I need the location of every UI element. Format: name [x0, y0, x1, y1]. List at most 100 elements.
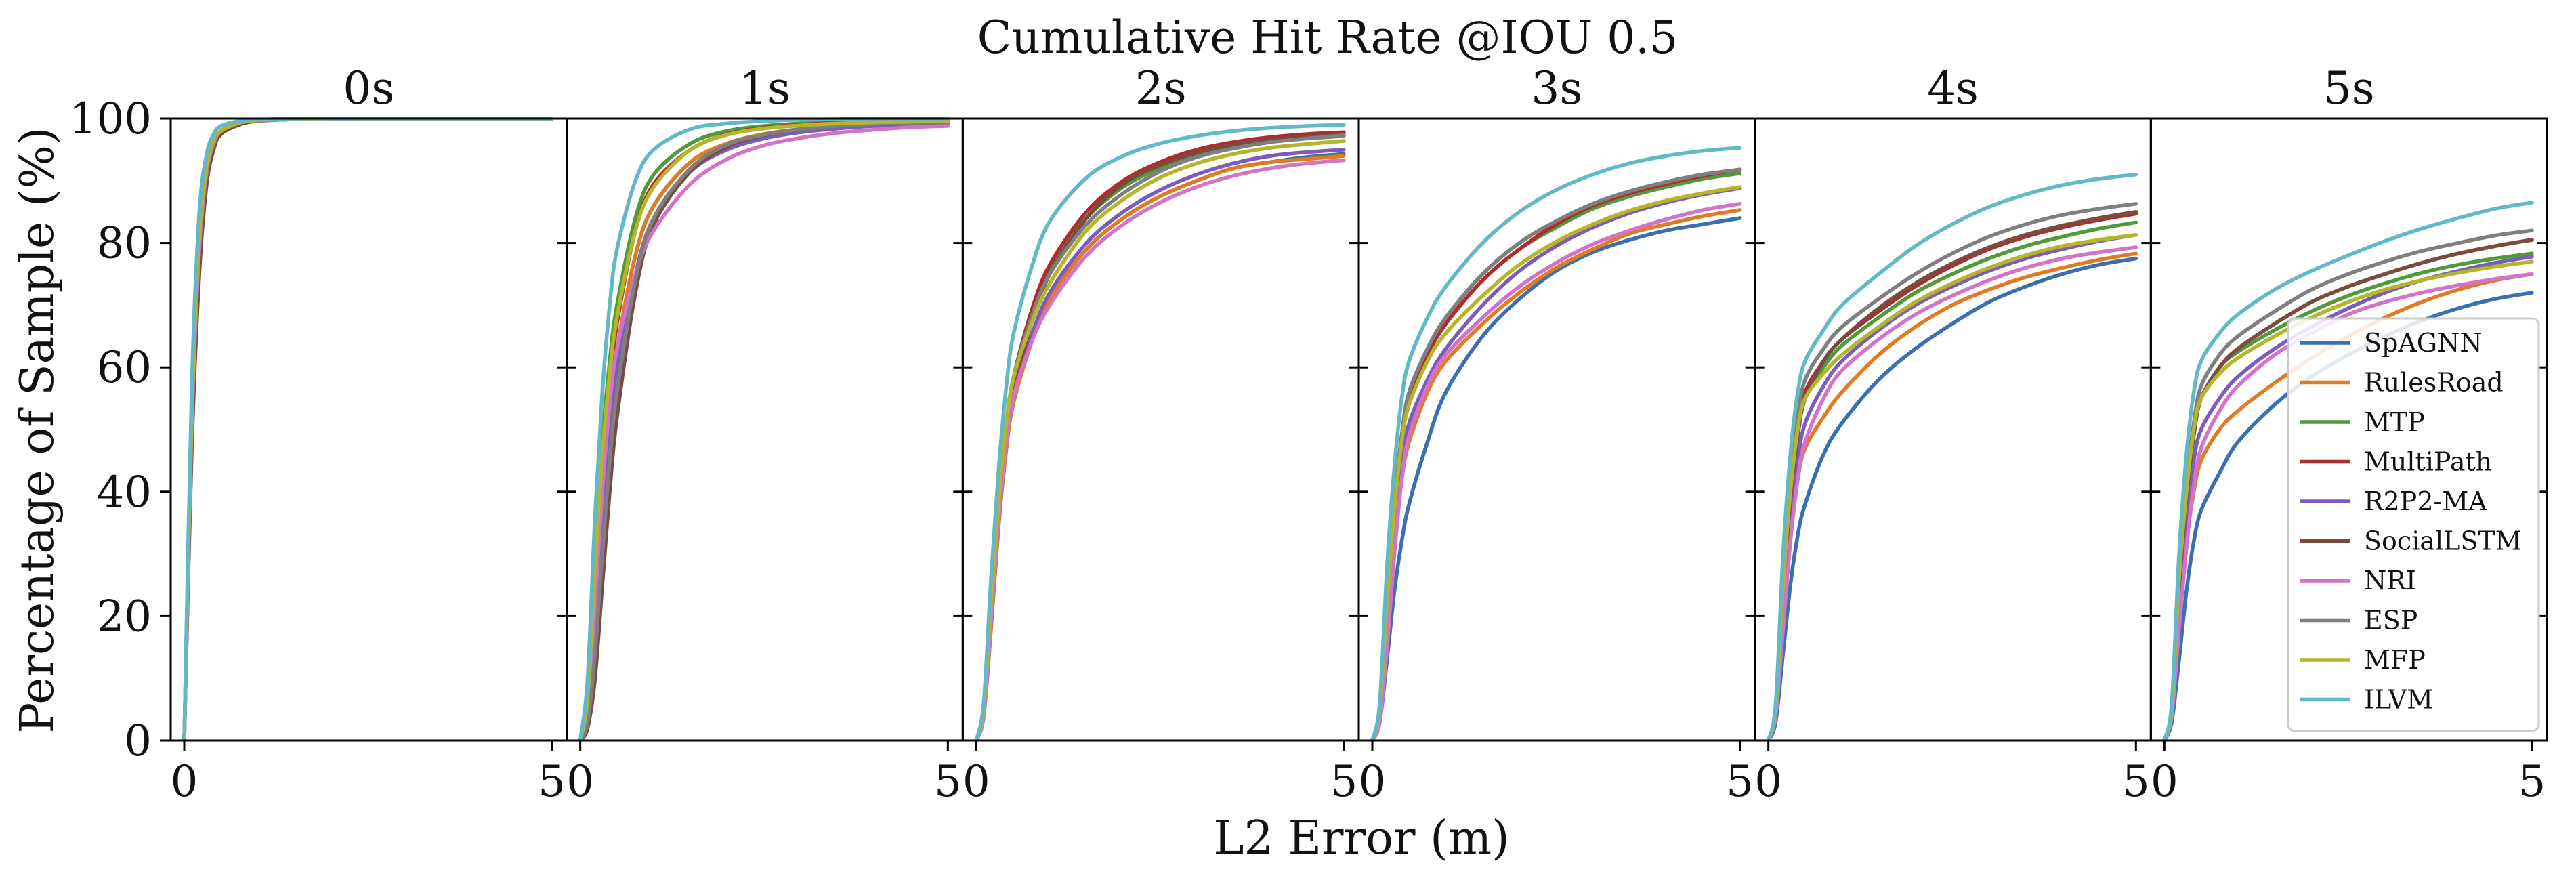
series-line-mfp	[974, 139, 1346, 740]
legend-item-multipath: MultiPath	[2300, 447, 2492, 477]
series-line-nri	[2162, 272, 2534, 740]
series-line-spagnn	[974, 152, 1346, 740]
panel-4s: 4s 0 5	[1754, 62, 2152, 807]
x-tick-label: 0	[2151, 757, 2178, 807]
y-tick-label: 40	[97, 467, 152, 518]
series-line-sociallstm	[974, 133, 1346, 740]
series-line-mtp	[1370, 171, 1742, 740]
legend-label: SocialLSTM	[2364, 526, 2522, 556]
panel-title-1s: 1s	[739, 62, 790, 114]
legend-item-rulesroad: RulesRoad	[2300, 368, 2504, 398]
chart-title: Cumulative Hit Rate @IOU 0.5	[977, 12, 1678, 64]
legend-label: NRI	[2364, 566, 2416, 595]
x-tick-label: 5	[934, 757, 962, 807]
series-group	[1370, 146, 1742, 740]
legend-label: MTP	[2364, 407, 2425, 437]
x-tick-label: 5	[2518, 757, 2546, 807]
series-line-multipath	[1370, 167, 1742, 740]
series-line-esp	[182, 117, 554, 740]
panel-title-0s: 0s	[343, 62, 394, 114]
x-tick-label: 0	[963, 757, 990, 807]
series-line-mtp	[974, 133, 1346, 740]
series-line-mfp	[182, 117, 554, 740]
series-line-esp	[974, 133, 1346, 740]
series-line-sociallstm	[1766, 209, 2138, 740]
series-group	[974, 123, 1346, 740]
series-line-nri	[578, 124, 950, 740]
series-line-nri	[182, 117, 554, 740]
legend-item-sociallstm: SocialLSTM	[2300, 526, 2522, 556]
series-line-mtp	[182, 117, 554, 740]
series-line-r2p2-ma	[182, 117, 554, 740]
panel-3s: 3s 0 5	[1357, 62, 1756, 807]
panel-1s: 1s 0 5	[566, 62, 964, 807]
series-line-spagnn	[2162, 291, 2534, 740]
legend-item-nri: NRI	[2300, 566, 2416, 595]
panel-frame	[169, 117, 568, 742]
legend-label: MFP	[2364, 645, 2426, 675]
legend-item-ilvm: ILVM	[2300, 685, 2433, 715]
series-line-rulesroad	[1766, 251, 2138, 740]
series-line-spagnn	[182, 117, 554, 740]
series-line-ilvm	[2162, 201, 2534, 740]
legend-item-esp: ESP	[2300, 606, 2417, 635]
panel-0s: 0s 0 5 0 20 40 60 80 100	[69, 62, 568, 807]
y-tick-label: 100	[69, 94, 152, 144]
series-line-mtp	[1766, 220, 2138, 740]
panel-title-4s: 4s	[1927, 62, 1979, 114]
panel-frame	[2149, 117, 2548, 742]
series-line-rulesroad	[1370, 208, 1742, 740]
panel-frame	[961, 117, 1360, 742]
series-line-r2p2-ma	[1766, 232, 2138, 740]
legend-box	[2287, 317, 2540, 732]
y-tick-label: 80	[97, 219, 152, 269]
series-group	[1766, 172, 2138, 740]
panel-2s: 2s 0 5	[961, 62, 1360, 807]
legend-label: ILVM	[2364, 685, 2433, 715]
series-line-esp	[1370, 167, 1742, 740]
series-line-mfp	[1370, 185, 1742, 740]
series-line-mtp	[578, 119, 950, 740]
x-tick-label: 5	[1330, 757, 1358, 807]
legend-label: SpAGNN	[2364, 328, 2483, 358]
series-line-mfp	[578, 119, 950, 740]
panel-title-5s: 5s	[2323, 62, 2375, 114]
y-tick-label: 20	[97, 591, 152, 642]
legend-label: MultiPath	[2364, 447, 2492, 477]
x-tick-label: 0	[1754, 757, 1782, 807]
legend-item-mfp: MFP	[2300, 645, 2426, 675]
x-tick-label: 5	[1726, 757, 1754, 807]
series-line-multipath	[1766, 211, 2138, 740]
x-axis-label: L2 Error (m)	[1213, 812, 1509, 865]
series-line-spagnn	[1370, 216, 1742, 740]
x-tick-label: 0	[171, 757, 198, 807]
series-line-sociallstm	[1370, 167, 1742, 740]
x-tick-label: 5	[2122, 757, 2150, 807]
panel-title-2s: 2s	[1135, 62, 1187, 114]
series-line-ilvm	[974, 123, 1346, 740]
series-group	[182, 117, 554, 740]
panel-5s: 5s 0 5	[2149, 62, 2548, 807]
series-group	[578, 117, 950, 740]
series-line-spagnn	[1766, 256, 2138, 740]
y-tick-label: 0	[124, 716, 152, 766]
x-tick-label: 5	[538, 757, 566, 807]
series-line-r2p2-ma	[974, 148, 1346, 740]
x-tick-label: 0	[566, 757, 594, 807]
legend: SpAGNN RulesRoad MTP MultiPath R2P2-MA Social…	[2287, 317, 2540, 732]
legend-item-r2p2-ma: R2P2-MA	[2300, 486, 2487, 516]
series-line-multipath	[974, 130, 1346, 740]
series-line-esp	[578, 120, 950, 740]
series-line-nri	[1370, 202, 1742, 740]
series-line-rulesroad	[974, 154, 1346, 740]
legend-label: ESP	[2364, 606, 2417, 635]
series-line-ilvm	[1766, 172, 2138, 740]
legend-item-spagnn: SpAGNN	[2300, 328, 2483, 358]
y-tick-label: 60	[97, 343, 152, 393]
series-line-ilvm	[1370, 146, 1742, 740]
series-line-ilvm	[182, 117, 554, 740]
legend-item-mtp: MTP	[2300, 407, 2425, 437]
